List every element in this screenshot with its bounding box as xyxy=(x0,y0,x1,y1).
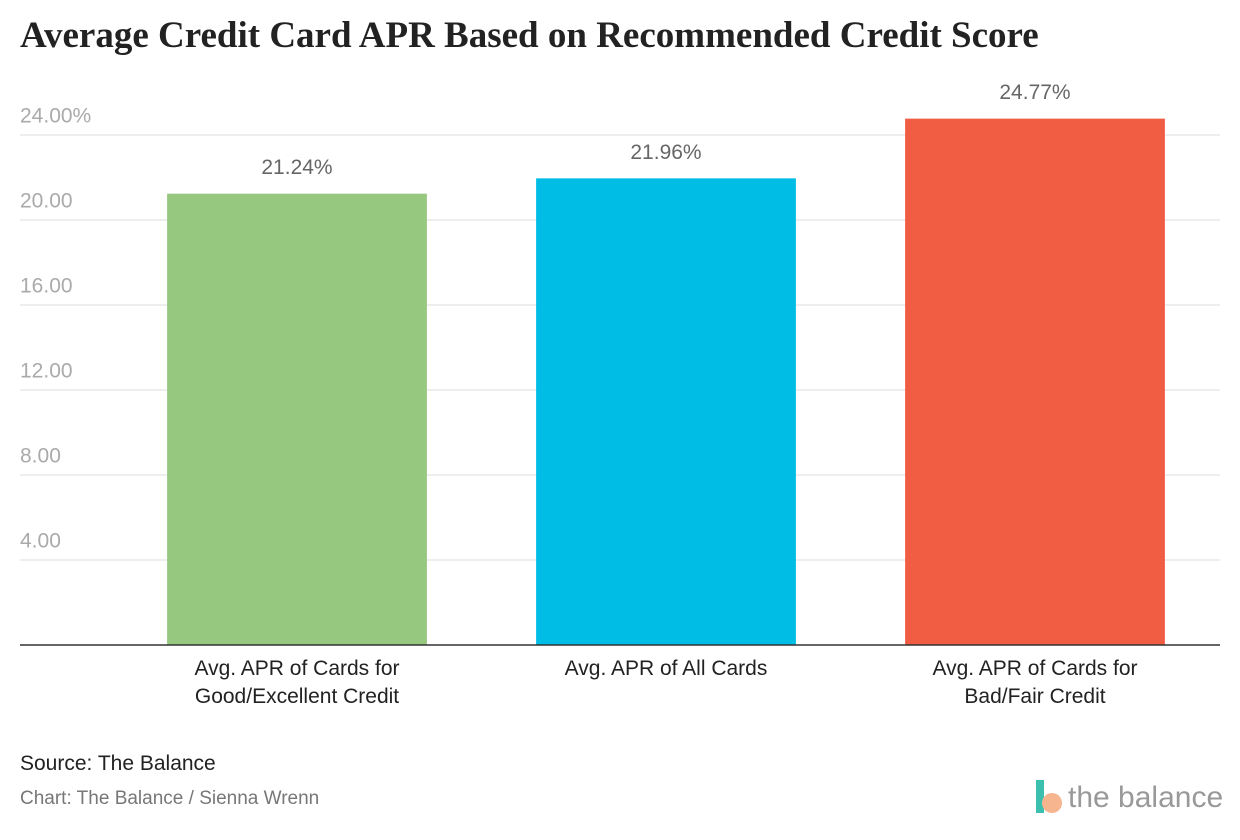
source: Source: The Balance xyxy=(20,752,216,775)
value-label: 21.96% xyxy=(630,141,701,164)
y-tick-label: 8.00 xyxy=(20,445,61,468)
value-label: 24.77% xyxy=(999,81,1070,104)
logo-bar xyxy=(1036,780,1044,813)
x-tick-label: Avg. APR of All Cards xyxy=(564,657,768,680)
y-tick-label: 12.00 xyxy=(20,360,73,383)
logo-dot xyxy=(1042,793,1062,813)
x-tick-label: Avg. APR of Cards for Good/Excellent Cre… xyxy=(194,657,400,708)
y-tick-label: 16.00 xyxy=(20,275,73,298)
value-label: 21.24% xyxy=(261,156,332,179)
x-tick-label: Avg. APR of Cards for Bad/Fair Credit xyxy=(932,657,1138,708)
bar xyxy=(167,193,427,645)
credit: Chart: The Balance / Sienna Wrenn xyxy=(20,788,320,809)
y-tick-label: 20.00 xyxy=(20,190,73,213)
chart-title: Average Credit Card APR Based on Recomme… xyxy=(20,15,1039,56)
bar xyxy=(536,178,796,645)
bar xyxy=(905,118,1165,645)
logo-text: the balance xyxy=(1068,781,1224,814)
y-tick-label: 24.00% xyxy=(20,105,91,128)
y-tick-label: 4.00 xyxy=(20,530,61,553)
